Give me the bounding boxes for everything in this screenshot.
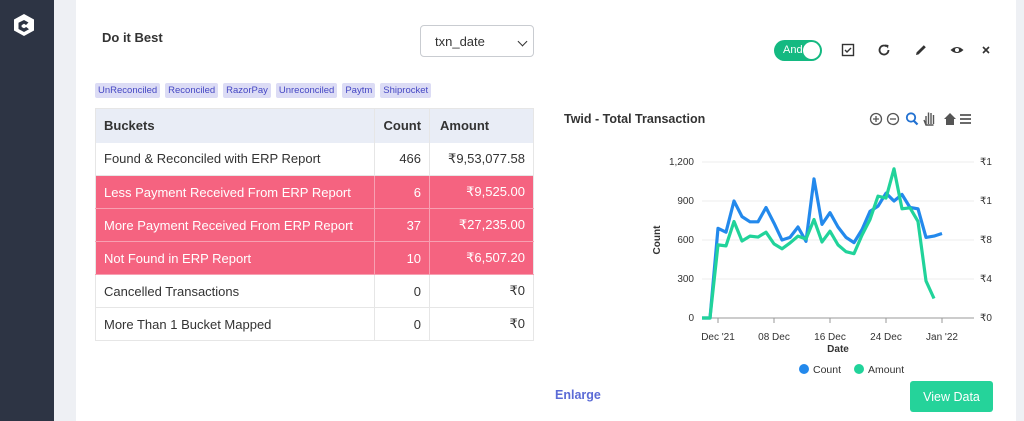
cell-bucket: Found & Reconciled with ERP Report xyxy=(95,142,375,176)
cell-amount: ₹0 xyxy=(429,274,534,308)
cell-count: 6 xyxy=(374,175,430,209)
x-tick-label: 16 Dec xyxy=(814,332,846,343)
cell-count: 466 xyxy=(374,142,430,176)
date-field-select[interactable]: txn_date xyxy=(420,25,534,57)
series-line-amount xyxy=(702,167,936,320)
cell-bucket: Less Payment Received From ERP Report xyxy=(95,175,375,209)
table-row[interactable]: More Payment Received From ERP Report 37 ₹… xyxy=(95,208,534,242)
tag[interactable]: Unreconciled xyxy=(275,83,338,98)
y-tick-label: 900 xyxy=(677,196,694,207)
and-or-toggle[interactable]: And xyxy=(774,40,822,61)
cell-bucket: More Payment Received From ERP Report xyxy=(95,208,375,242)
legend-marker-amount[interactable] xyxy=(854,364,864,374)
legend-marker-count[interactable] xyxy=(799,364,809,374)
zoom-in-icon[interactable] xyxy=(869,112,883,126)
zoom-out-icon[interactable] xyxy=(886,112,900,126)
tag[interactable]: Shiprocket xyxy=(380,83,432,98)
tag[interactable]: Paytm xyxy=(342,83,376,98)
cell-amount: ₹9,53,077.58 xyxy=(429,142,534,176)
report-card: Do it Best txn_date UnReconciled Reconci… xyxy=(76,0,1024,421)
chart-toolbar xyxy=(869,112,971,126)
buckets-table: Buckets Count Amount Found & Reconciled … xyxy=(95,108,534,341)
x-tick-label: Jan '22 xyxy=(926,332,958,343)
checkbox-icon[interactable] xyxy=(840,42,856,58)
chevron-down-icon xyxy=(517,36,528,47)
cell-amount: ₹9,525.00 xyxy=(429,175,534,209)
column-header-amount: Amount xyxy=(429,108,534,143)
y2-tick-label: ₹0 xyxy=(980,313,992,324)
y-tick-label: 600 xyxy=(677,235,694,246)
y-tick-label: 0 xyxy=(688,313,694,324)
cell-count: 37 xyxy=(374,208,430,242)
home-icon[interactable] xyxy=(944,113,956,125)
select-value: txn_date xyxy=(435,34,485,49)
table-row[interactable]: Less Payment Received From ERP Report 6 ₹9… xyxy=(95,175,534,209)
transaction-chart: Twid - Total Transaction 0 300 600 900 1,200… xyxy=(552,100,1024,385)
close-icon[interactable] xyxy=(978,42,994,58)
y2-tick-label: ₹16,00,000 xyxy=(980,157,992,168)
x-axis-title: Date xyxy=(827,344,849,355)
x-tick-label: 24 Dec xyxy=(870,332,902,343)
refresh-icon[interactable] xyxy=(876,42,892,58)
cell-amount: ₹0 xyxy=(429,307,534,341)
hamburger-menu-icon[interactable] xyxy=(960,114,971,124)
pan-hand-icon[interactable] xyxy=(923,112,935,126)
cell-count: 10 xyxy=(374,241,430,275)
cell-count: 0 xyxy=(374,307,430,341)
cell-amount: ₹6,507.20 xyxy=(429,241,534,275)
y-tick-label: 1,200 xyxy=(669,157,694,168)
cell-bucket: More Than 1 Bucket Mapped xyxy=(95,307,375,341)
table-row[interactable]: Cancelled Transactions 0 ₹0 xyxy=(95,274,534,308)
x-tick-label: Dec '21 xyxy=(701,332,735,343)
toggle-label: And xyxy=(783,44,803,56)
enlarge-link[interactable]: Enlarge xyxy=(555,388,601,402)
magnify-icon[interactable] xyxy=(905,112,919,126)
column-header-count: Count xyxy=(374,108,430,143)
app-logo-icon[interactable] xyxy=(13,13,35,37)
column-header-buckets: Buckets xyxy=(95,108,375,143)
x-tick-label: 08 Dec xyxy=(758,332,790,343)
y2-tick-label: ₹4,00,000 xyxy=(980,274,992,285)
y-axis-title: Count xyxy=(652,225,663,255)
toggle-knob xyxy=(803,42,820,59)
legend-label-amount: Amount xyxy=(868,364,904,376)
series-line-count xyxy=(702,177,943,320)
y-tick-label: 300 xyxy=(677,274,694,285)
legend-label-count: Count xyxy=(813,364,841,376)
chart-title: Twid - Total Transaction xyxy=(564,112,706,126)
table-row[interactable]: More Than 1 Bucket Mapped 0 ₹0 xyxy=(95,307,534,341)
table-row[interactable]: Found & Reconciled with ERP Report 466 ₹9,… xyxy=(95,142,534,176)
tag[interactable]: RazorPay xyxy=(223,83,271,98)
table-row[interactable]: Not Found in ERP Report 10 ₹6,507.20 xyxy=(95,241,534,275)
cell-bucket: Not Found in ERP Report xyxy=(95,241,375,275)
eye-icon[interactable] xyxy=(949,42,965,58)
table-header-row: Buckets Count Amount xyxy=(95,108,534,143)
tag[interactable]: Reconciled xyxy=(165,83,219,98)
view-data-button[interactable]: View Data xyxy=(910,381,993,412)
cell-bucket: Cancelled Transactions xyxy=(95,274,375,308)
cell-amount: ₹27,235.00 xyxy=(429,208,534,242)
report-title: Do it Best xyxy=(102,30,163,45)
y2-tick-label: ₹12,00,000 xyxy=(980,196,992,207)
chart-svg: 0 300 600 900 1,200 ₹0 ₹4,00,000 ₹8,00,000 ₹12,0… xyxy=(652,112,1024,376)
tag-list: UnReconciled Reconciled RazorPay Unrecon… xyxy=(95,83,432,98)
y2-tick-label: ₹8,00,000 xyxy=(980,235,992,246)
sidebar xyxy=(0,0,54,421)
edit-pencil-icon[interactable] xyxy=(913,42,929,58)
cell-count: 0 xyxy=(374,274,430,308)
tag[interactable]: UnReconciled xyxy=(95,83,161,98)
